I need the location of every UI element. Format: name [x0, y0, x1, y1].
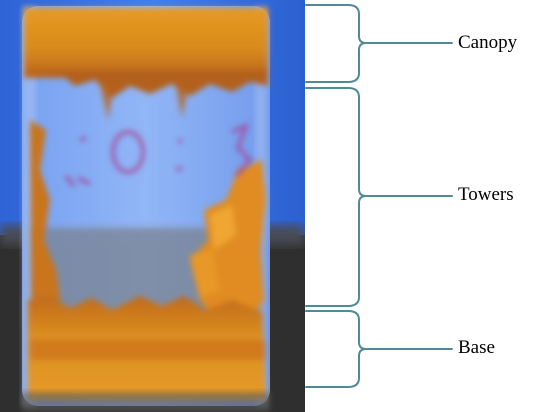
- marker-writing: [64, 122, 253, 188]
- canopy-layer: [24, 8, 268, 120]
- base-layer: [28, 296, 266, 400]
- canopy-bracket: [305, 4, 367, 83]
- towers-label: Towers: [458, 184, 514, 205]
- jar-photo: [0, 0, 305, 412]
- canopy-label: Canopy: [458, 32, 518, 53]
- towers-bracket: [305, 87, 367, 307]
- base-label: Base: [458, 337, 495, 358]
- towers-layer: [30, 120, 266, 330]
- base-bracket: [305, 310, 367, 388]
